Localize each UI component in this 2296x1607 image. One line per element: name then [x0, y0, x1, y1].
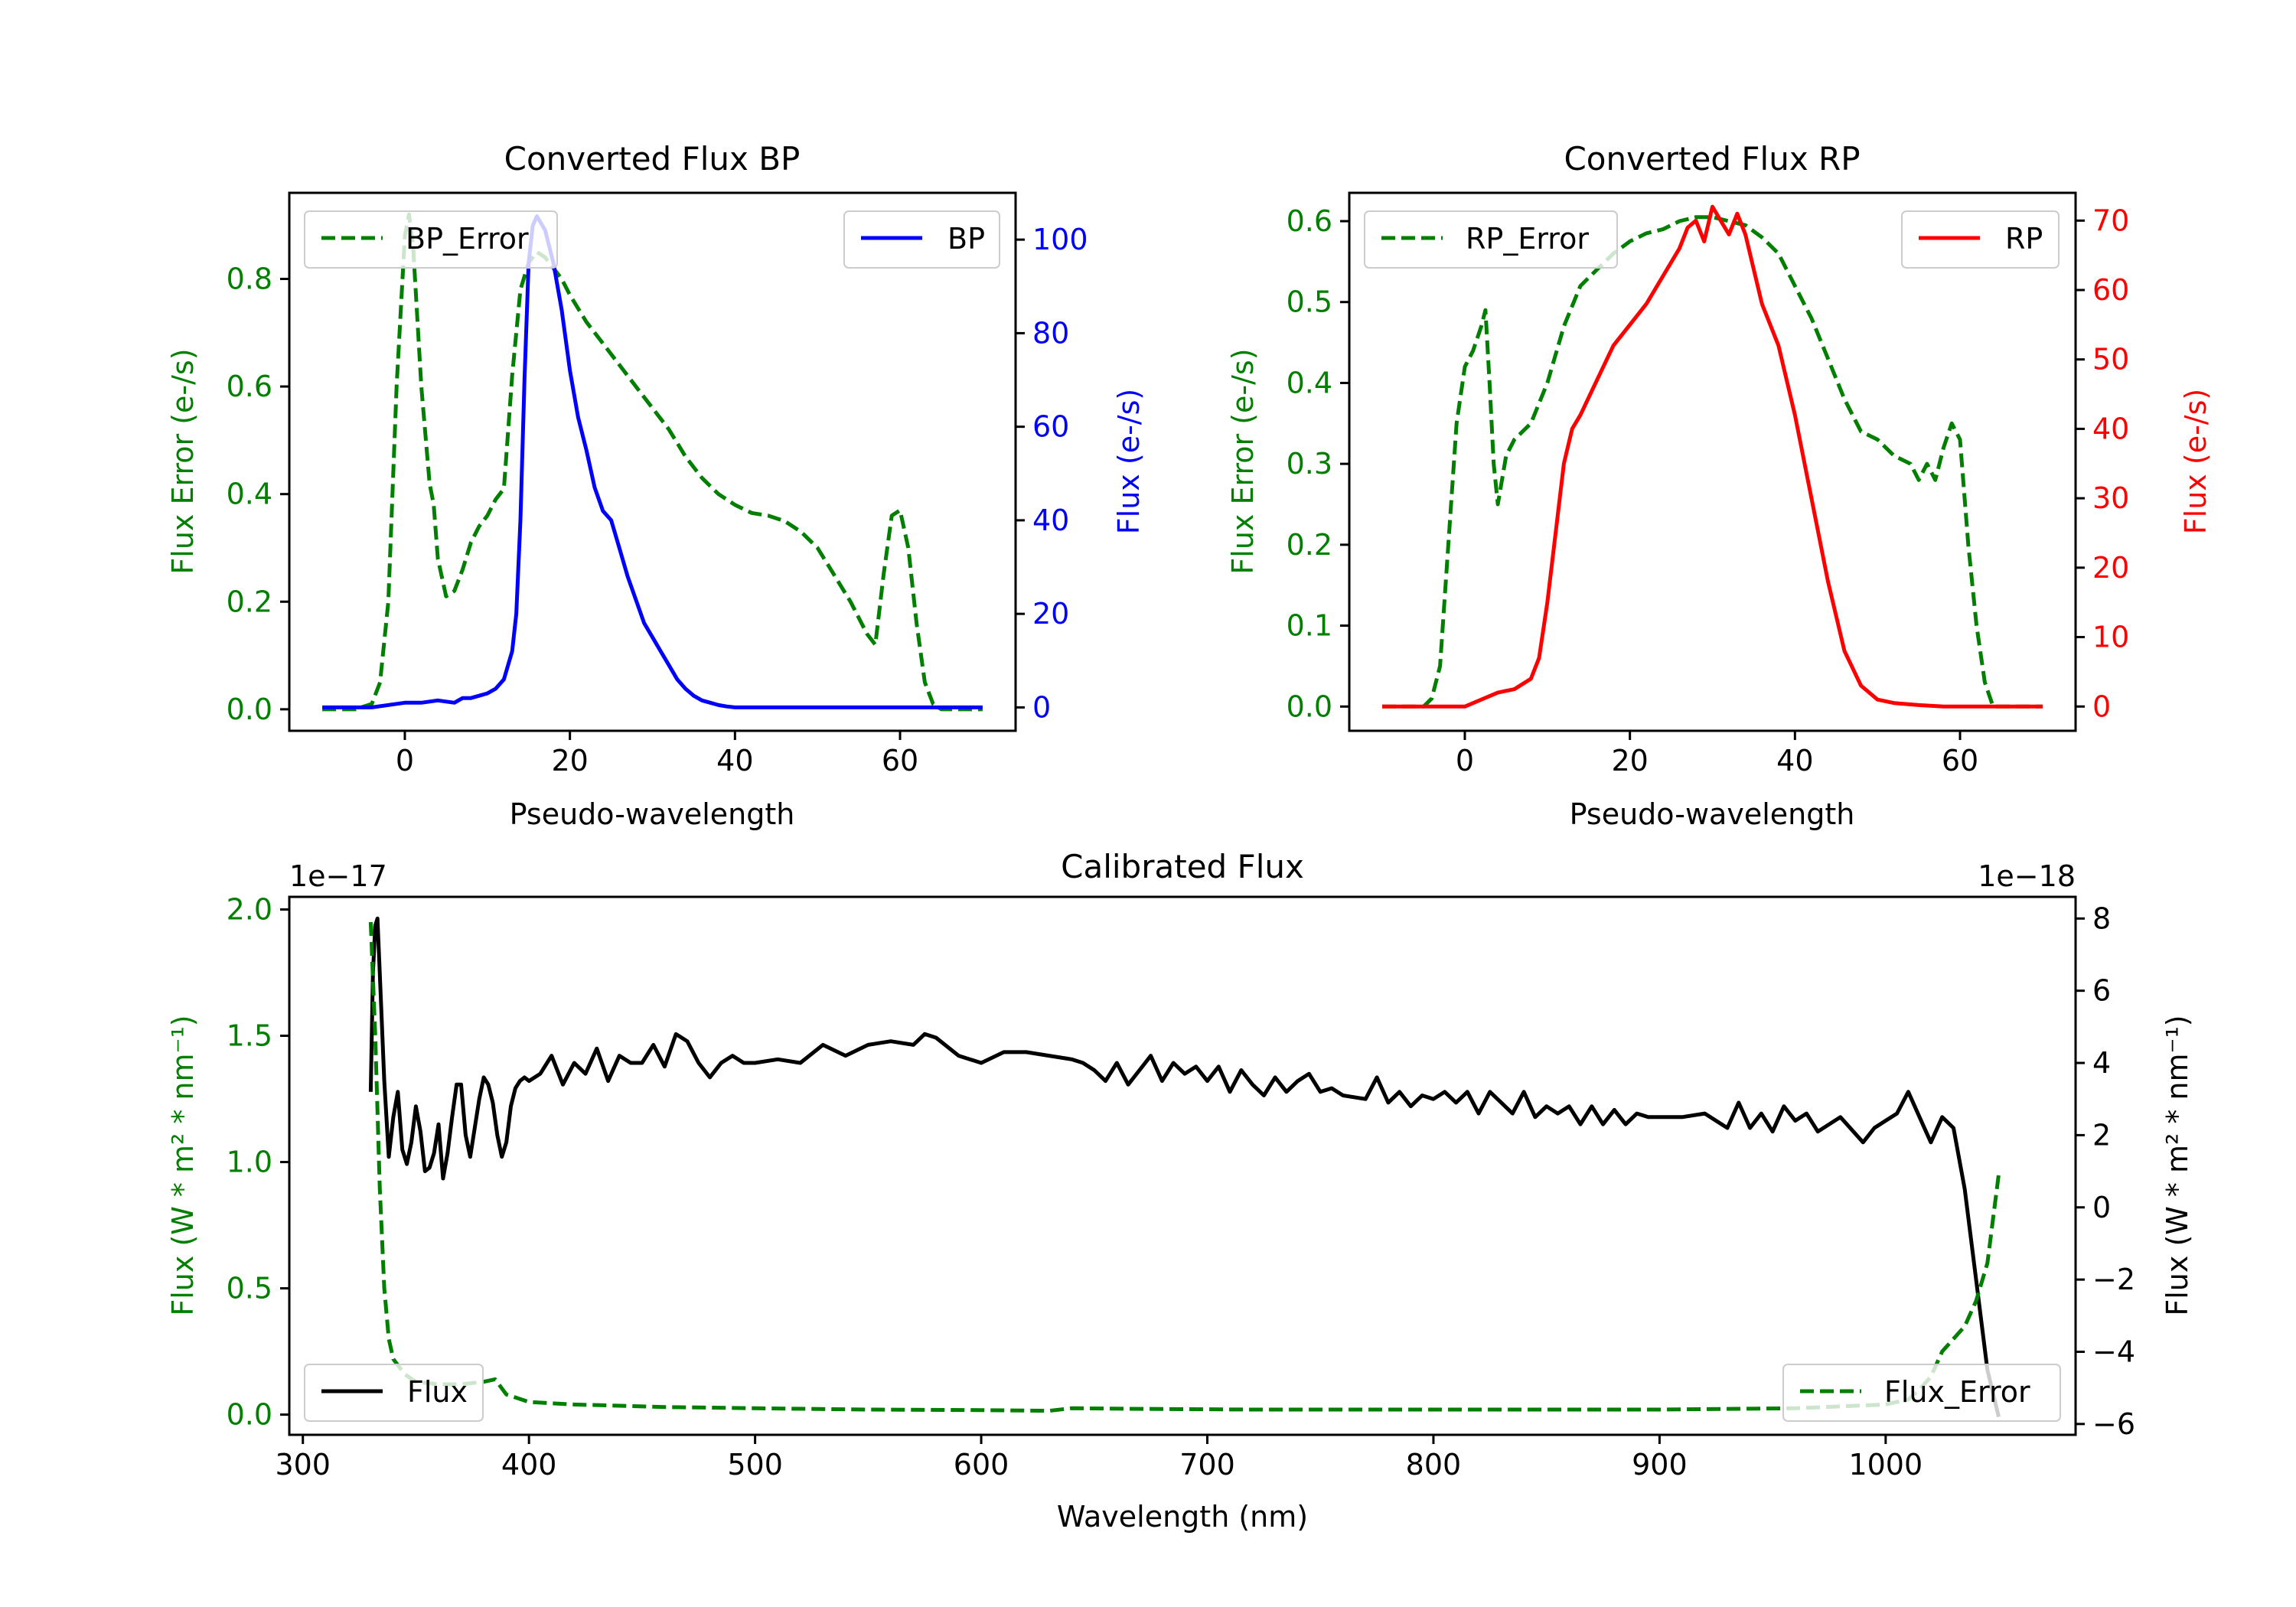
chart-calibrated-ytick-right-label: 4 — [2092, 1046, 2111, 1080]
chart-bp-ytick-right-label: 0 — [1032, 690, 1051, 724]
chart-bp-ylabel-right: Flux (e-/s) — [1112, 389, 1146, 534]
chart-bp-legend-error-label: BP_Error — [406, 222, 529, 256]
chart-calibrated-xtick-label: 700 — [1179, 1448, 1235, 1482]
chart-rp-series-rp — [1382, 204, 2043, 709]
chart-rp-ytick-right-label: 40 — [2092, 412, 2129, 445]
chart-bp-ytick-right-label: 80 — [1032, 316, 1069, 350]
chart-calibrated-xtick-label: 800 — [1406, 1448, 1462, 1482]
chart-rp-xlabel: Pseudo-wavelength — [1570, 797, 1855, 831]
chart-rp-ytick-right-label: 70 — [2092, 204, 2129, 237]
chart-calibrated-series-flux — [368, 916, 2001, 1417]
chart-calibrated-xtick-label: 1000 — [1848, 1448, 1923, 1482]
chart-rp-xtick-label: 40 — [1776, 744, 1813, 777]
chart-calibrated-xlabel: Wavelength (nm) — [1057, 1500, 1308, 1534]
chart-calibrated-offset-left: 1e−17 — [289, 859, 387, 893]
chart-rp-frame — [1348, 191, 2077, 732]
chart-bp-title: Converted Flux BP — [504, 140, 801, 178]
chart-rp-ytick-right-label: 30 — [2092, 481, 2129, 515]
chart-rp-ytick-right-label: 0 — [2092, 689, 2111, 723]
chart-rp: Converted Flux RP 0 20 40 60 0.0 0.1 0.2 0.3 0.… — [1226, 140, 2213, 831]
chart-calibrated-title: Calibrated Flux — [1061, 848, 1304, 885]
chart-calibrated-xtick-label: 600 — [954, 1448, 1009, 1482]
chart-calibrated: Calibrated Flux 1e−17 1e−18 300 400 500 600… — [166, 848, 2194, 1534]
chart-rp-xtick-label: 20 — [1611, 744, 1648, 777]
chart-bp-ytick-right-label: 20 — [1032, 597, 1069, 631]
chart-bp-xtick-label: 0 — [396, 744, 414, 777]
chart-bp-ytick-left-label: 0.8 — [227, 262, 272, 295]
chart-bp-ytick-left-label: 0.2 — [227, 585, 272, 618]
chart-bp: Converted Flux BP 0 20 40 60 0.0 0.2 0.4 0.6 0.… — [166, 140, 1146, 831]
chart-rp-legend-flux-label: RP — [2005, 222, 2043, 256]
chart-calibrated-offset-right: 1e−18 — [1978, 859, 2076, 893]
chart-calibrated-ytick-right-label: 2 — [2092, 1118, 2111, 1152]
chart-rp-ytick-left-label: 0.3 — [1287, 447, 1332, 481]
chart-rp-ylabel-left: Flux Error (e-/s) — [1226, 348, 1260, 574]
chart-bp-legend-flux: BP — [843, 210, 1000, 269]
chart-rp-ytick-right-label: 20 — [2092, 551, 2129, 585]
chart-bp-ytick-left-label: 0.6 — [227, 370, 272, 403]
chart-bp-frame — [288, 191, 1017, 732]
chart-calibrated-ytick-left-label: 1.0 — [227, 1146, 272, 1179]
chart-rp-ylabel-right: Flux (e-/s) — [2179, 389, 2213, 534]
chart-bp-xtick-label: 60 — [882, 744, 918, 777]
chart-bp-xtick-label: 40 — [716, 744, 753, 777]
chart-bp-xtick-label: 20 — [551, 744, 588, 777]
chart-rp-legend-flux: RP — [1901, 210, 2060, 269]
chart-calibrated-ytick-right-label: −4 — [2092, 1335, 2135, 1368]
chart-calibrated-ytick-right-label: −2 — [2092, 1263, 2135, 1296]
chart-bp-xlabel: Pseudo-wavelength — [510, 797, 795, 831]
chart-calibrated-legend-flux-label: Flux — [407, 1375, 468, 1409]
chart-rp-ytick-left-label: 0.6 — [1287, 204, 1332, 238]
chart-calibrated-ytick-right-label: 6 — [2092, 974, 2111, 1008]
chart-calibrated-ytick-left-label: 1.5 — [227, 1019, 272, 1053]
chart-bp-ytick-left-label: 0.0 — [227, 693, 272, 726]
chart-rp-xtick-label: 60 — [1942, 744, 1978, 777]
chart-calibrated-ytick-left-label: 2.0 — [227, 893, 272, 927]
chart-calibrated-legend-flux: Flux — [304, 1364, 484, 1422]
chart-calibrated-legend-error: Flux_Error — [1782, 1364, 2061, 1422]
chart-bp-ytick-right-label: 40 — [1032, 504, 1069, 537]
chart-calibrated-ytick-right-label: −6 — [2092, 1407, 2135, 1441]
chart-rp-ytick-left-label: 0.0 — [1287, 689, 1332, 723]
chart-calibrated-ytick-right-label: 8 — [2092, 901, 2111, 935]
chart-rp-ytick-left-label: 0.5 — [1287, 285, 1332, 319]
chart-rp-ytick-right-label: 60 — [2092, 273, 2129, 307]
chart-calibrated-legend-error-label: Flux_Error — [1884, 1375, 2030, 1409]
chart-bp-ytick-right-label: 60 — [1032, 410, 1069, 444]
chart-calibrated-ytick-left-label: 0.0 — [227, 1398, 272, 1432]
chart-rp-title: Converted Flux RP — [1564, 140, 1860, 178]
chart-rp-ytick-left-label: 0.2 — [1287, 528, 1332, 562]
chart-calibrated-xtick-label: 500 — [727, 1448, 783, 1482]
chart-bp-ytick-right-label: 100 — [1032, 223, 1088, 256]
chart-rp-xtick-label: 0 — [1456, 744, 1474, 777]
chart-rp-ytick-left-label: 0.4 — [1287, 366, 1332, 399]
chart-rp-ytick-left-label: 0.1 — [1287, 609, 1332, 643]
chart-rp-legend-error: RP_Error — [1364, 210, 1618, 269]
chart-calibrated-ylabel-right: Flux (W * m² * nm⁻¹) — [2161, 1015, 2194, 1315]
chart-rp-legend-error-label: RP_Error — [1466, 222, 1589, 256]
chart-bp-legend-flux-label: BP — [947, 222, 985, 256]
chart-rp-ytick-right-label: 10 — [2092, 621, 2129, 654]
chart-bp-legend-error: BP_Error — [304, 210, 558, 269]
chart-bp-ylabel-left: Flux Error (e-/s) — [166, 348, 200, 574]
chart-calibrated-xtick-label: 900 — [1632, 1448, 1688, 1482]
chart-rp-ytick-right-label: 50 — [2092, 343, 2129, 376]
chart-bp-series-bp — [322, 214, 983, 709]
chart-calibrated-ylabel-left: Flux (W * m² * nm⁻¹) — [166, 1015, 200, 1315]
chart-calibrated-ytick-left-label: 0.5 — [227, 1272, 272, 1305]
chart-rp-series-rp-error — [1382, 215, 2043, 709]
chart-bp-ytick-left-label: 0.4 — [227, 478, 272, 511]
chart-calibrated-ytick-right-label: 0 — [2092, 1191, 2111, 1224]
chart-bp-series-bp-error — [322, 212, 983, 712]
chart-calibrated-xtick-label: 400 — [501, 1448, 557, 1482]
chart-calibrated-frame — [288, 895, 2077, 1436]
chart-calibrated-xtick-label: 300 — [275, 1448, 331, 1482]
